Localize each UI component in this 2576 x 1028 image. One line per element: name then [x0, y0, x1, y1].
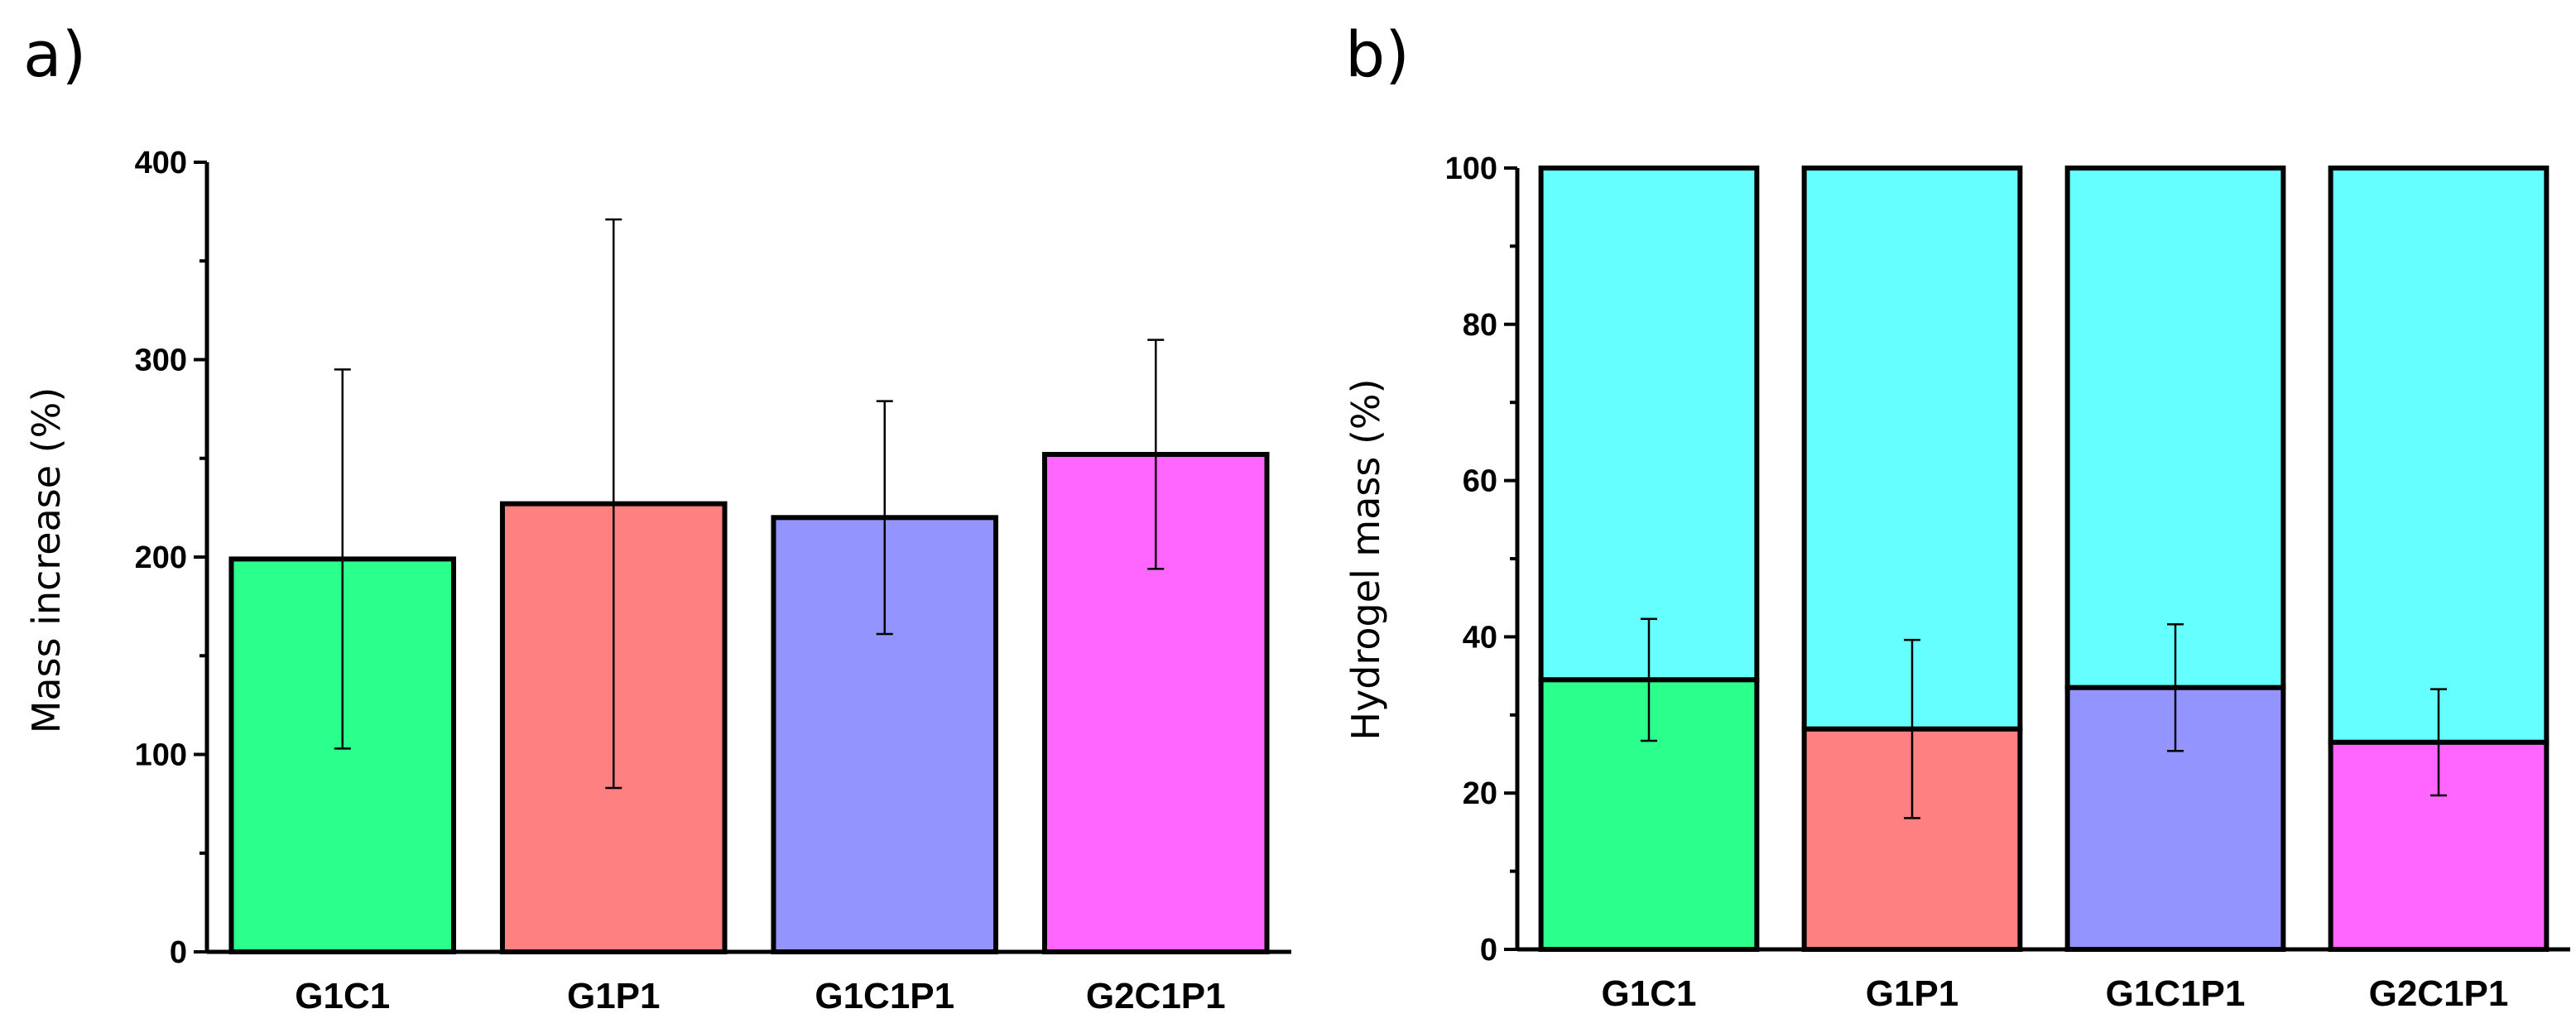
panel-label-b: b) — [1345, 17, 1410, 91]
x-tick-label-b: G1P1 — [1866, 973, 1959, 1014]
panel-label-a: a) — [23, 17, 86, 91]
x-tick-label-a: G2C1P1 — [1086, 976, 1226, 1016]
y-tick-label-b: 60 — [1463, 464, 1497, 499]
x-tick-label-a: G1C1 — [295, 976, 390, 1016]
chart-a: a) Mass increase (%) G1C1 G1P1 G1C1P1 G2C1P… — [23, 17, 1291, 1016]
y-tick-label-b: 80 — [1463, 308, 1497, 343]
y-tick-label-b: 20 — [1463, 776, 1497, 811]
x-tick-label-b: G2C1P1 — [2369, 973, 2509, 1014]
y-tick-label-a: 300 — [135, 343, 187, 378]
y-tick-label-a: 0 — [170, 935, 187, 970]
y-tick-label-a: 100 — [135, 738, 187, 773]
y-tick-label-b: 100 — [1445, 151, 1497, 186]
y-tick-label-b: 40 — [1463, 620, 1497, 655]
x-tick-label-b: G1C1 — [1602, 973, 1697, 1014]
y-axis-title-b: Hydrogel mass (%) — [1343, 378, 1388, 740]
x-tick-label-a: G1P1 — [567, 976, 661, 1016]
bar-b-top-G1P1 — [1801, 166, 2023, 732]
y-tick-label-a: 200 — [135, 540, 187, 575]
y-tick-label-b: 0 — [1480, 933, 1497, 968]
bar-b-top-G2C1P1 — [2328, 166, 2550, 745]
y-axis-title-a: Mass increase (%) — [24, 387, 69, 734]
x-tick-label-b: G1C1P1 — [2106, 973, 2246, 1014]
chart-b: b) Hydrogel mass (%) G1C1 G1P1 G1C1P1 G2C1P… — [1343, 17, 2570, 1014]
bar-b-top-G1C1 — [1538, 166, 1760, 683]
y-tick-label-a: 400 — [135, 146, 187, 180]
x-tick-label-a: G1C1P1 — [815, 976, 954, 1016]
bar-b-top-G1C1P1 — [2064, 166, 2286, 690]
